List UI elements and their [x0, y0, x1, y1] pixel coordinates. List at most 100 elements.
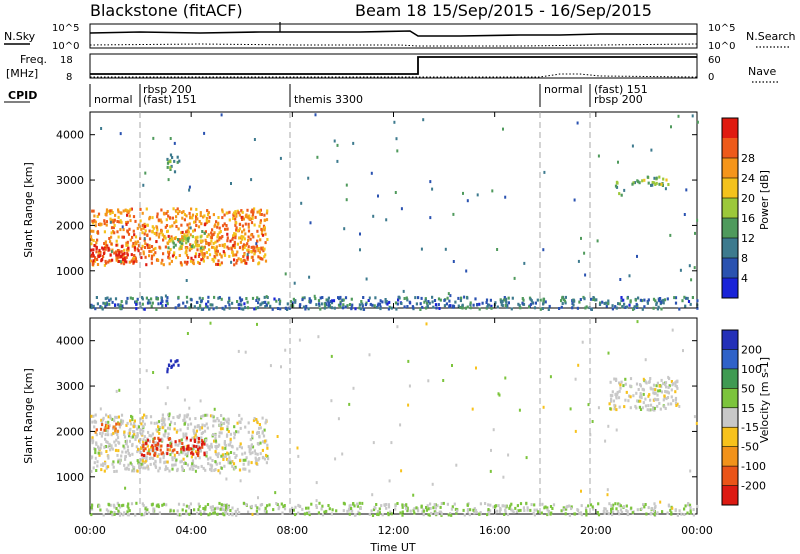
heatmap-cell	[119, 211, 122, 215]
x-tick-label: 16:00	[479, 524, 511, 537]
heatmap-cell	[199, 399, 202, 403]
heatmap-cell	[123, 435, 127, 439]
heatmap-cell	[166, 386, 169, 390]
heatmap-cell	[114, 415, 117, 419]
heatmap-cell	[406, 298, 409, 302]
heatmap-cell	[460, 296, 463, 300]
heatmap-cell	[119, 228, 122, 232]
heatmap-cell	[503, 296, 506, 299]
heatmap-cell	[227, 443, 230, 447]
heatmap-cell	[108, 424, 111, 428]
heatmap-cell	[107, 445, 110, 449]
heatmap-cell	[209, 321, 212, 325]
heatmap-cell	[213, 231, 216, 235]
heatmap-cell	[104, 297, 107, 301]
heatmap-cell	[231, 301, 234, 305]
heatmap-cell	[679, 268, 682, 272]
heatmap-cell	[238, 420, 241, 424]
heatmap-cell	[234, 236, 237, 240]
heatmap-cell	[222, 504, 225, 508]
nave-label: Nave	[748, 65, 776, 78]
heatmap-cell	[200, 222, 203, 226]
heatmap-cell	[148, 246, 151, 249]
heatmap-cell	[145, 455, 148, 459]
heatmap-cell	[587, 403, 590, 407]
heatmap-cell	[670, 125, 672, 129]
heatmap-cell	[144, 225, 147, 229]
heatmap-cell	[286, 302, 289, 306]
heatmap-cell	[240, 303, 243, 307]
heatmap-cell	[107, 209, 110, 213]
heatmap-cell	[96, 464, 99, 468]
heatmap-cell	[372, 214, 375, 218]
heatmap-cell	[285, 306, 288, 310]
heatmap-cell	[630, 506, 633, 510]
heatmap-cell	[670, 512, 673, 516]
heatmap-cell	[159, 460, 162, 464]
heatmap-cell	[240, 215, 243, 219]
heatmap-cell	[636, 320, 639, 324]
heatmap-cell	[182, 210, 185, 214]
heatmap-cell	[93, 244, 96, 247]
heatmap-cell	[123, 433, 126, 436]
heatmap-cell	[231, 464, 234, 468]
heatmap-cell	[250, 233, 253, 237]
heatmap-cell	[143, 454, 146, 457]
heatmap-cell	[226, 433, 229, 437]
heatmap-cell	[234, 210, 237, 214]
heatmap-cell	[560, 305, 563, 309]
heatmap-cell	[201, 239, 204, 243]
heatmap-cell	[265, 303, 268, 307]
heatmap-cell	[174, 360, 177, 364]
heatmap-cell	[167, 246, 170, 250]
heatmap-cell	[420, 296, 423, 300]
heatmap-cell	[161, 426, 164, 430]
heatmap-cell	[609, 393, 612, 397]
heatmap-cell	[259, 212, 262, 216]
heatmap-cell	[234, 217, 237, 221]
heatmap-cell	[175, 458, 178, 462]
heatmap-cell	[210, 466, 213, 470]
heatmap-cell	[144, 512, 147, 516]
heatmap-cell	[91, 436, 94, 440]
heatmap-cell	[243, 258, 246, 262]
heatmap-cell	[400, 207, 403, 211]
heatmap-cell	[548, 304, 551, 308]
heatmap-cell	[651, 181, 654, 184]
heatmap-cell	[496, 248, 499, 251]
heatmap-cell	[183, 422, 186, 426]
heatmap-cell	[139, 465, 142, 469]
heatmap-cell	[239, 426, 242, 430]
heatmap-cell	[154, 464, 157, 468]
heatmap-cell	[635, 302, 638, 306]
heatmap-cell	[227, 505, 230, 509]
heatmap-cell	[118, 513, 122, 517]
heatmap-cell	[643, 305, 646, 309]
heatmap-cell	[125, 300, 128, 304]
heatmap-cell	[230, 444, 234, 448]
heatmap-cell	[689, 511, 692, 515]
heatmap-cell	[158, 431, 161, 435]
heatmap-cell	[442, 379, 445, 382]
heatmap-cell	[399, 511, 402, 515]
heatmap-cell	[96, 263, 100, 266]
heatmap-cell	[220, 421, 223, 425]
heatmap-cell	[403, 297, 406, 300]
heatmap-cell	[617, 160, 619, 164]
heatmap-cell	[617, 502, 620, 506]
heatmap-cell	[228, 218, 231, 222]
heatmap-cell	[257, 255, 260, 259]
heatmap-cell	[164, 294, 167, 298]
heatmap-cell	[427, 513, 430, 517]
heatmap-cell	[619, 278, 622, 281]
heatmap-cell	[128, 260, 131, 264]
heatmap-cell	[209, 456, 212, 460]
heatmap-cell	[137, 244, 141, 248]
heatmap-cell	[218, 238, 221, 242]
heatmap-cell	[183, 218, 186, 222]
heatmap-cell	[635, 406, 638, 410]
heatmap-cell	[190, 447, 193, 451]
heatmap-cell	[108, 503, 111, 507]
heatmap-cell	[210, 445, 213, 449]
heatmap-cell	[117, 210, 120, 214]
